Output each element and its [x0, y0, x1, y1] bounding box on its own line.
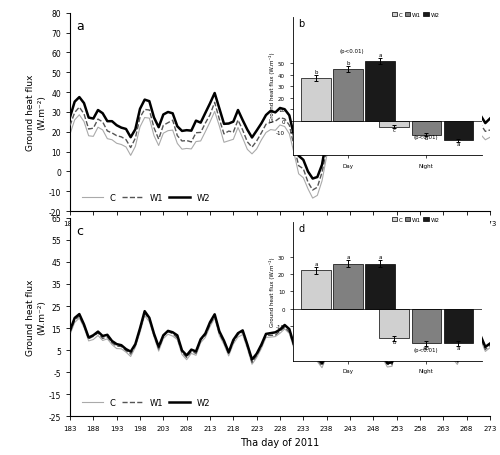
- Legend: C, W1, W2: C, W1, W2: [78, 190, 214, 206]
- Legend: C, W1, W2: C, W1, W2: [78, 394, 214, 410]
- Text: c: c: [76, 224, 84, 238]
- Y-axis label: Ground heat flux
(W.m⁻²): Ground heat flux (W.m⁻²): [26, 75, 46, 151]
- Y-axis label: Ground heat flux
(W.m⁻²): Ground heat flux (W.m⁻²): [26, 279, 46, 355]
- X-axis label: Tha day of 2011: Tha day of 2011: [240, 437, 320, 447]
- X-axis label: The day of 2010: The day of 2010: [240, 232, 320, 242]
- Text: a: a: [76, 20, 84, 33]
